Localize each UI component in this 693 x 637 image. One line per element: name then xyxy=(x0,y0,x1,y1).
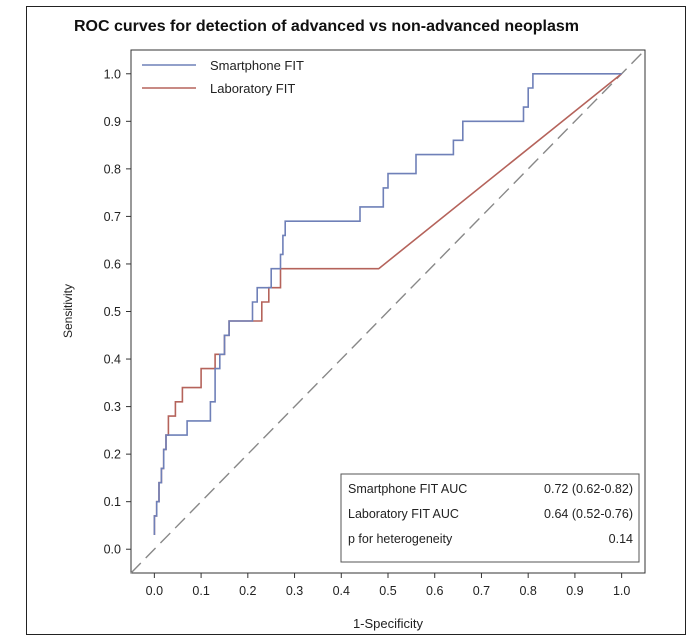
y-tick-label: 1.0 xyxy=(104,67,121,81)
x-tick-label: 0.6 xyxy=(426,584,443,598)
reference-diagonal-line xyxy=(130,49,646,574)
chart-title: ROC curves for detection of advanced vs … xyxy=(74,18,580,35)
legend: Smartphone FIT Laboratory FIT xyxy=(142,58,304,96)
stats-table: Smartphone FIT AUC 0.72 (0.62-0.82) Labo… xyxy=(340,473,640,563)
chart-frame xyxy=(26,6,686,635)
series-line-laboratory xyxy=(153,73,623,535)
y-tick-label: 0.2 xyxy=(104,448,121,462)
x-tick-label: 0.8 xyxy=(519,584,536,598)
y-tick-label: 0.8 xyxy=(104,162,121,176)
stats-label-smartphone: Smartphone FIT AUC xyxy=(348,482,467,496)
tick-layer: 0.0 0.1 0.2 0.3 0.4 0.5 0.6 0.7 0.8 0.9 1.0 0.0 0.1 0… xyxy=(104,67,631,598)
y-tick-label: 0.4 xyxy=(104,353,121,367)
y-tick-label: 0.9 xyxy=(104,115,121,129)
y-tick-label: 0.7 xyxy=(104,210,121,224)
y-tick-label: 0.0 xyxy=(104,543,121,557)
x-tick-label: 0.2 xyxy=(239,584,256,598)
stats-value-smartphone: 0.72 (0.62-0.82) xyxy=(544,482,633,496)
x-tick-label: 0.9 xyxy=(566,584,583,598)
x-tick-label: 0.0 xyxy=(146,584,163,598)
x-tick-label: 0.1 xyxy=(192,584,209,598)
series-layer xyxy=(130,49,646,574)
y-tick-label: 0.6 xyxy=(104,257,121,271)
stats-label-heterogeneity: p for heterogeneity xyxy=(348,532,453,546)
legend-label-smartphone: Smartphone FIT xyxy=(210,58,304,73)
series-line-smartphone xyxy=(153,73,622,535)
stats-table-box xyxy=(340,473,640,563)
y-tick-label: 0.5 xyxy=(104,305,121,319)
x-tick-label: 0.7 xyxy=(473,584,490,598)
stats-value-laboratory: 0.64 (0.52-0.76) xyxy=(544,507,633,521)
x-tick-label: 0.3 xyxy=(286,584,303,598)
stats-value-heterogeneity: 0.14 xyxy=(609,532,633,546)
y-axis-label: Sensitivity xyxy=(61,284,75,338)
y-tick-label: 0.3 xyxy=(104,400,121,414)
x-tick-label: 1.0 xyxy=(613,584,630,598)
x-tick-label: 0.4 xyxy=(333,584,350,598)
x-axis-label: 1-Specificity xyxy=(353,616,424,631)
y-tick-label: 0.1 xyxy=(104,495,121,509)
stats-label-laboratory: Laboratory FIT AUC xyxy=(348,507,459,521)
x-tick-label: 0.5 xyxy=(379,584,396,598)
legend-label-laboratory: Laboratory FIT xyxy=(210,81,295,96)
